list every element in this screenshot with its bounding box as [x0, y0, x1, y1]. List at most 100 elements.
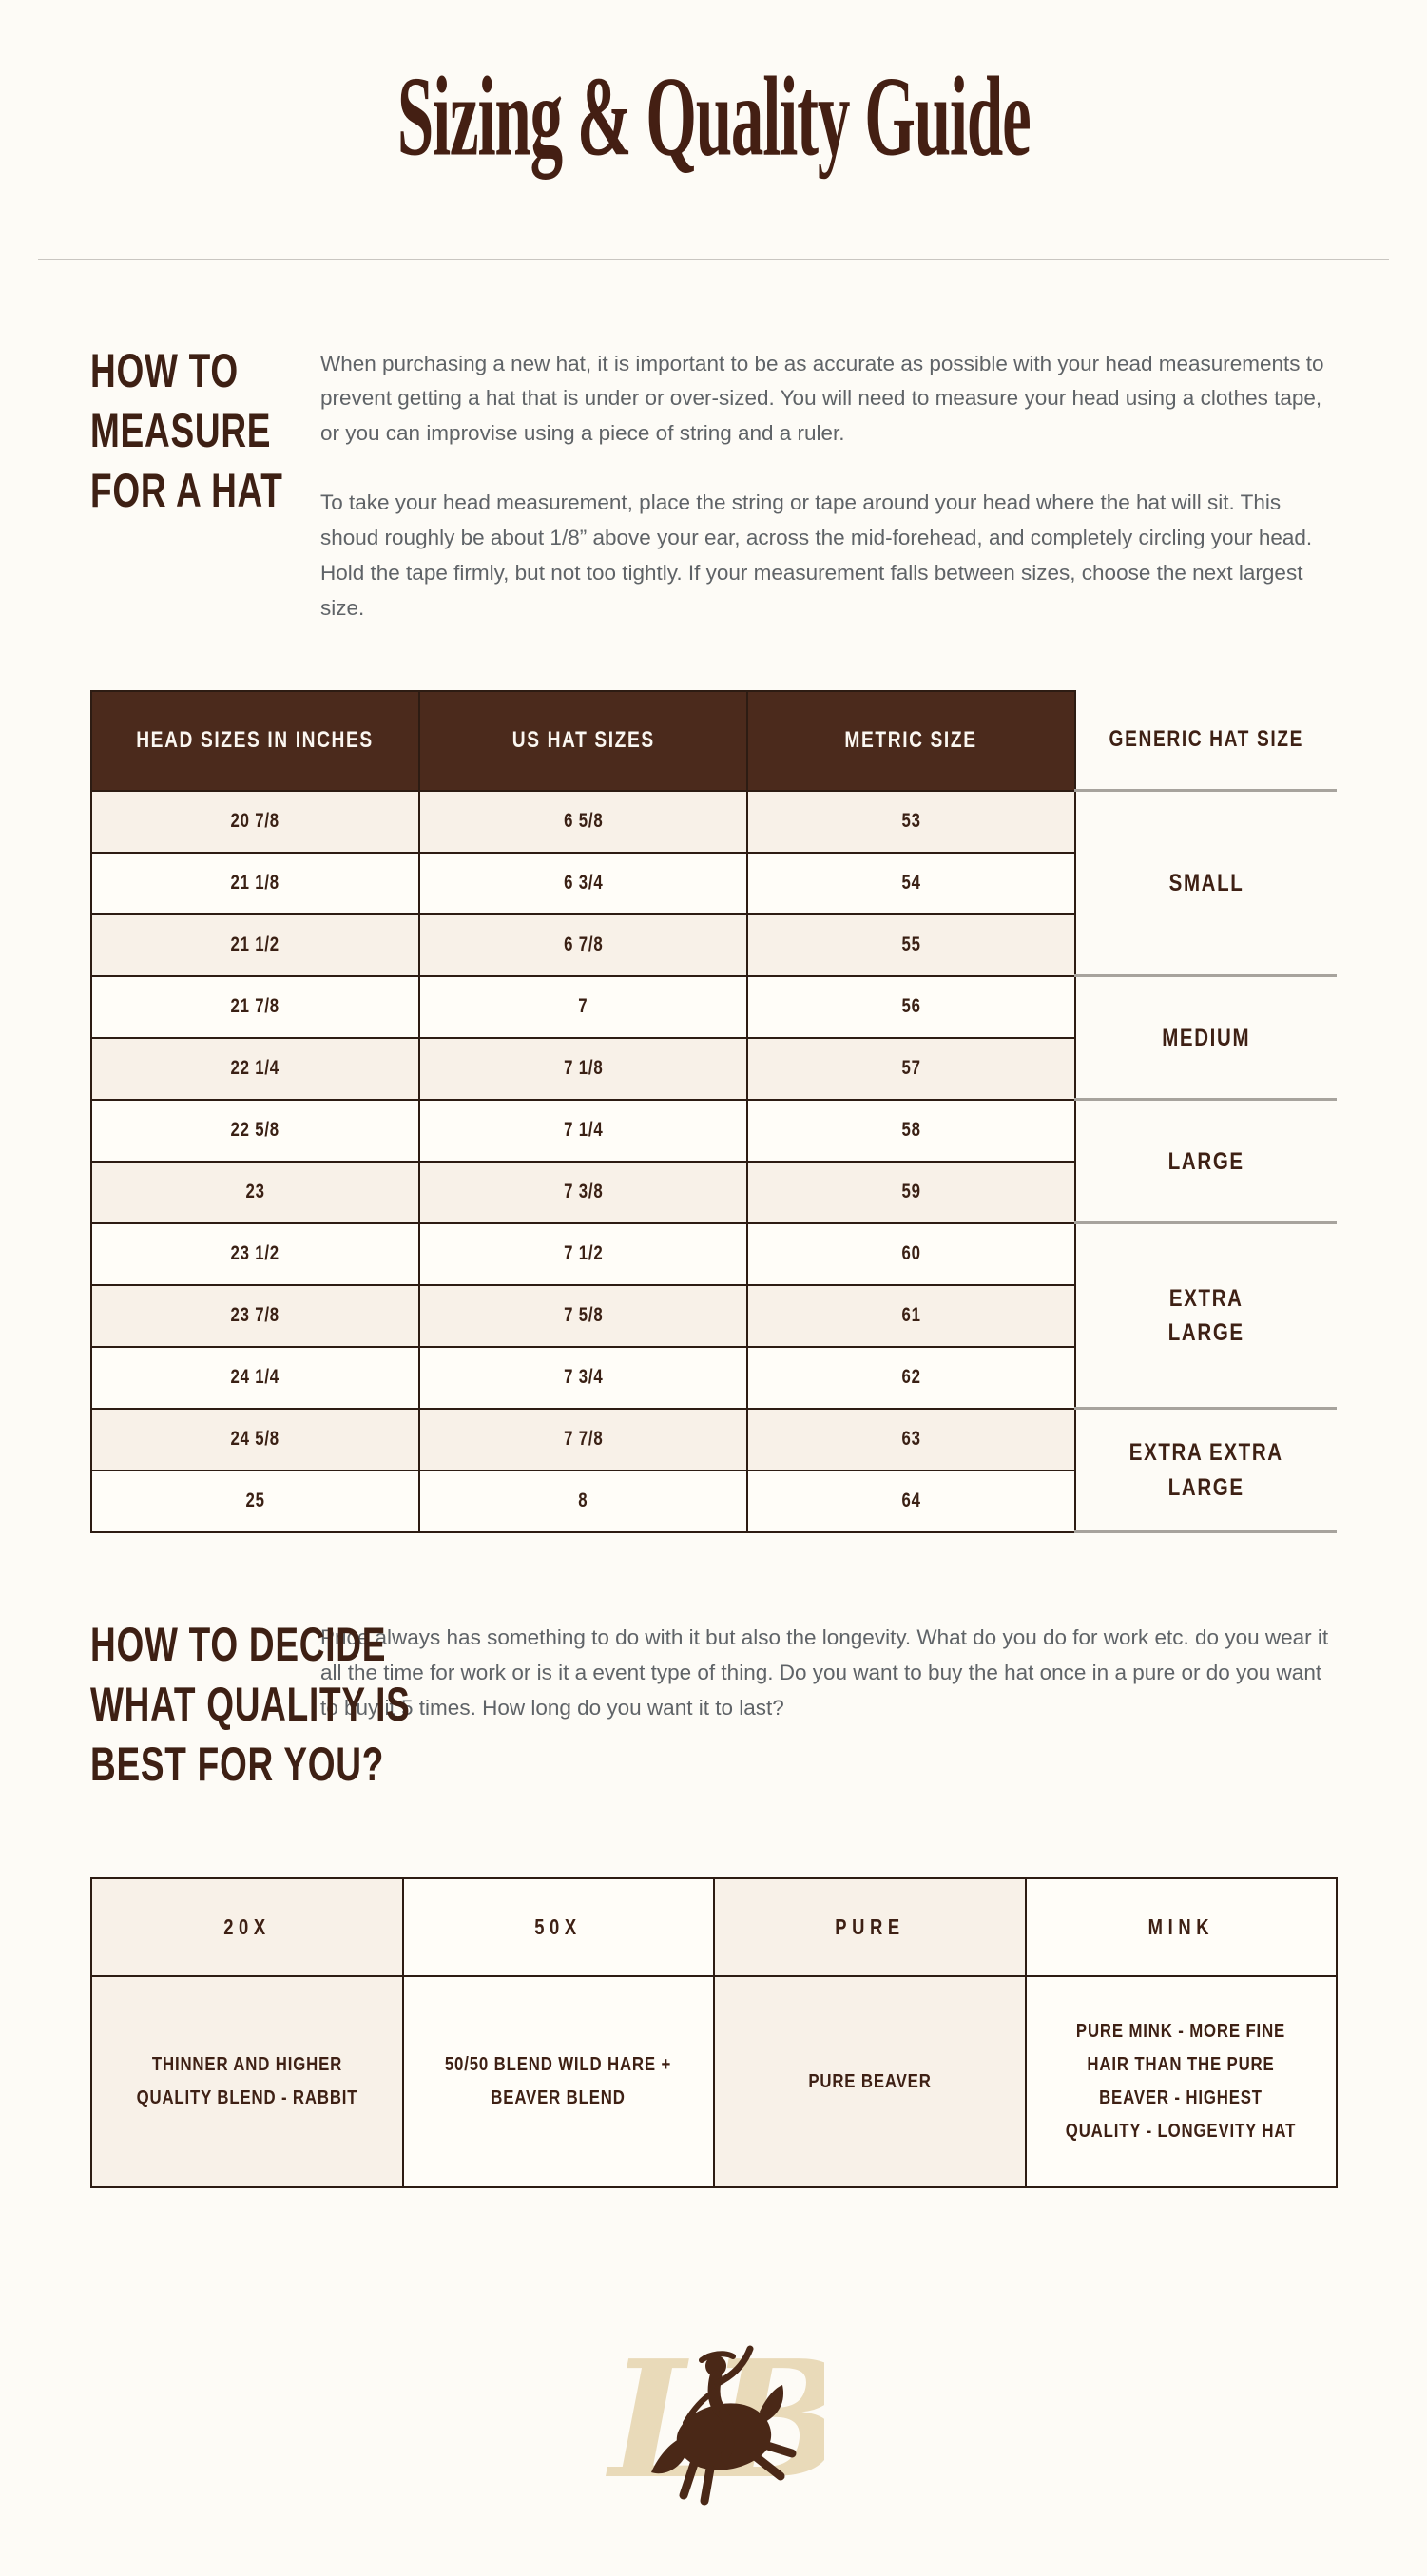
cell-text: 56 — [901, 995, 921, 1018]
quality-header-mink: MINK — [1024, 1877, 1338, 1978]
quality-paragraph: Price always has something to do with it… — [320, 1625, 1329, 1721]
cell-text: 23 1/2 — [230, 1242, 280, 1265]
cell-text: 20 7/8 — [230, 810, 280, 833]
size-cell: 7 1/8 — [418, 1036, 748, 1101]
size-cell: 21 1/8 — [90, 851, 420, 915]
cell-text: 61 — [901, 1304, 921, 1327]
quality-description: 50/50 BLEND WILD HARE + BEAVER BLEND — [445, 2054, 672, 2109]
size-cell: 59 — [746, 1160, 1076, 1224]
size-row: 21 7/8 7 56 MEDIUM — [90, 974, 1337, 1102]
size-cell: 7 7/8 — [418, 1407, 748, 1471]
quality-heading-text: HOW TO DECIDE WHAT QUALITY IS BEST FOR Y… — [90, 1615, 411, 1795]
size-table-header-row: HEAD SIZES IN INCHES US HAT SIZES METRIC… — [90, 689, 1337, 792]
size-cell: 57 — [746, 1036, 1076, 1101]
size-row: 24 5/8 7 7/8 63 EXTRA EXTRA LARGE — [90, 1407, 1337, 1534]
cell-text: 23 — [245, 1181, 265, 1203]
size-cell: 64 — [746, 1469, 1076, 1533]
measure-heading-text: HOW TO MEASURE FOR A HAT — [90, 341, 283, 521]
size-cell: 56 — [746, 974, 1076, 1039]
size-row: 24 1/4 7 3/4 62 — [90, 1345, 1337, 1410]
cell-text: 21 7/8 — [230, 995, 280, 1018]
quality-header-20x: 20X — [90, 1877, 404, 1978]
cell-text: 7 1/4 — [563, 1119, 604, 1142]
cell-text: 6 3/4 — [563, 872, 604, 894]
quality-header-50x: 50X — [401, 1877, 715, 1978]
cell-text: 58 — [901, 1119, 921, 1142]
size-table: HEAD SIZES IN INCHES US HAT SIZES METRIC… — [90, 689, 1337, 1534]
heading-line: HOW TO — [90, 343, 239, 397]
size-cell: 60 — [746, 1221, 1076, 1286]
page-title: Sizing & Quality Guide — [0, 46, 1427, 188]
size-cell: 23 7/8 — [90, 1283, 420, 1348]
cell-text: 7 5/8 — [563, 1304, 604, 1327]
cell-text: 25 — [245, 1490, 265, 1512]
cell-text: 6 5/8 — [563, 810, 604, 833]
cell-text: 55 — [901, 933, 921, 956]
group-cell-medium: MEDIUM — [1074, 974, 1337, 1102]
size-row: 22 5/8 7 1/4 58 LARGE — [90, 1098, 1337, 1225]
cell-text: 7 7/8 — [563, 1428, 604, 1451]
cell-text: 8 — [578, 1490, 588, 1512]
cell-text: 53 — [901, 810, 921, 833]
quality-table-body-row: THINNER AND HIGHER QUALITY BLEND - RABBI… — [90, 1975, 1338, 2189]
cell-text: 59 — [901, 1181, 921, 1203]
size-cell: 7 1/4 — [418, 1098, 748, 1163]
size-row: 21 1/8 6 3/4 54 — [90, 851, 1337, 915]
size-row: 23 1/2 7 1/2 60 EXTRA LARGE — [90, 1221, 1337, 1411]
heading-line: HOW TO DECIDE — [90, 1618, 387, 1672]
cell-text: 23 7/8 — [230, 1304, 280, 1327]
quality-cell-mink: PURE MINK - MORE FINE HAIR THAN THE PURE… — [1024, 1975, 1338, 2189]
cell-text: 6 7/8 — [563, 933, 604, 956]
quality-section-body: Price always has something to do with it… — [320, 1615, 1333, 1795]
size-cell: 55 — [746, 913, 1076, 977]
header-text: US HAT SIZES — [511, 727, 655, 754]
size-cell: 6 7/8 — [418, 913, 748, 977]
header-text: HEAD SIZES IN INCHES — [136, 727, 375, 754]
quality-description: PURE MINK - MORE FINE HAIR THAN THE PURE… — [1066, 2021, 1297, 2143]
measure-section: HOW TO MEASURE FOR A HAT When purchasing… — [90, 341, 1337, 626]
size-cell: 8 — [418, 1469, 748, 1533]
measure-section-heading: HOW TO MEASURE FOR A HAT — [90, 341, 320, 626]
size-cell: 62 — [746, 1345, 1076, 1410]
header-us-hat-sizes: US HAT SIZES — [418, 689, 748, 792]
quality-description: THINNER AND HIGHER QUALITY BLEND - RABBI… — [136, 2054, 358, 2109]
size-row: 22 1/4 7 1/8 57 — [90, 1036, 1337, 1101]
size-row: 23 7 3/8 59 — [90, 1160, 1337, 1224]
group-cell-large: LARGE — [1074, 1098, 1337, 1225]
quality-cell-pure: PURE BEAVER — [713, 1975, 1027, 2189]
cell-text: 7 — [578, 995, 588, 1018]
cell-text: 22 5/8 — [230, 1119, 280, 1142]
heading-line: MEASURE — [90, 403, 272, 457]
cell-text: 21 1/8 — [230, 872, 280, 894]
bronco-rider-icon — [650, 2345, 796, 2506]
group-label: SMALL — [1168, 870, 1244, 897]
size-cell: 58 — [746, 1098, 1076, 1163]
size-cell: 24 1/4 — [90, 1345, 420, 1410]
quality-section: HOW TO DECIDE WHAT QUALITY IS BEST FOR Y… — [90, 1615, 1337, 1795]
cell-text: 7 3/8 — [563, 1181, 604, 1203]
quality-header-pure: PURE — [713, 1877, 1027, 1978]
size-cell: 53 — [746, 789, 1076, 854]
measure-section-body: When purchasing a new hat, it is importa… — [320, 341, 1333, 626]
size-cell: 7 5/8 — [418, 1283, 748, 1348]
group-cell-extra-extra-large: EXTRA EXTRA LARGE — [1074, 1407, 1337, 1534]
measure-paragraph-2: To take your head measurement, place the… — [320, 490, 1313, 620]
measure-paragraph-1: When purchasing a new hat, it is importa… — [320, 351, 1324, 446]
size-cell: 22 5/8 — [90, 1098, 420, 1163]
cell-text: 54 — [901, 872, 921, 894]
size-cell: 7 — [418, 974, 748, 1039]
heading-line: BEST FOR YOU? — [90, 1738, 385, 1792]
heading-line: FOR A HAT — [90, 463, 283, 517]
bronco-rider-logo: LB — [606, 2325, 824, 2515]
page-title-text: Sizing & Quality Guide — [396, 53, 1032, 180]
cell-text: 7 1/2 — [563, 1242, 604, 1265]
quality-cell-20x: THINNER AND HIGHER QUALITY BLEND - RABBI… — [90, 1975, 404, 2189]
cell-text: 21 1/2 — [230, 933, 280, 956]
quality-description: PURE BEAVER — [808, 2070, 932, 2092]
size-cell: 7 3/8 — [418, 1160, 748, 1224]
group-label: LARGE — [1168, 1147, 1244, 1175]
size-cell: 23 1/2 — [90, 1221, 420, 1286]
size-cell: 21 7/8 — [90, 974, 420, 1039]
size-row: 23 7/8 7 5/8 61 — [90, 1283, 1337, 1348]
sizing-quality-guide-page: Sizing & Quality Guide HOW TO MEASURE FO… — [0, 46, 1427, 2576]
